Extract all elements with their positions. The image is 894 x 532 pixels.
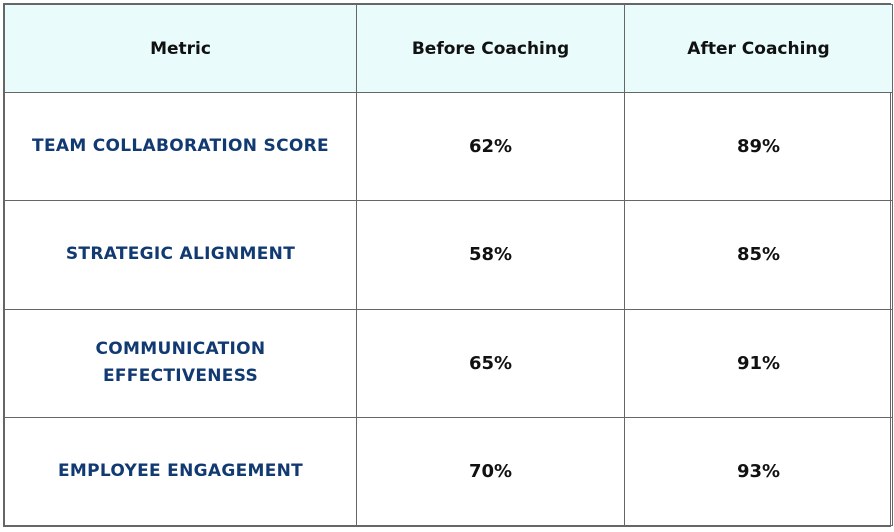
before-value-cell: 65% xyxy=(356,308,625,418)
after-coaching-column-header: After Coaching xyxy=(624,4,893,93)
metric-name-cell: STRATEGIC ALIGNMENT xyxy=(4,200,357,310)
after-value-cell: 93% xyxy=(624,416,893,527)
before-value-cell: 70% xyxy=(356,416,625,527)
before-coaching-column-header: Before Coaching xyxy=(356,4,625,93)
metric-name-cell: TEAM COLLABORATION SCORE xyxy=(4,91,357,202)
before-value-cell: 62% xyxy=(356,91,625,202)
table-body: TEAM COLLABORATION SCORE 62% 89% STRATEG… xyxy=(4,91,893,527)
table-header: Metric Before Coaching After Coaching xyxy=(4,4,893,93)
table-row: STRATEGIC ALIGNMENT 58% 85% xyxy=(4,200,893,310)
table-row: EMPLOYEE ENGAGEMENT 70% 93% xyxy=(4,416,893,527)
coaching-results-table-container: Metric Before Coaching After Coaching TE… xyxy=(3,3,893,527)
metric-name-cell: EMPLOYEE ENGAGEMENT xyxy=(4,416,357,527)
metric-column-header: Metric xyxy=(4,4,357,93)
after-value-cell: 89% xyxy=(624,91,893,202)
table-row: COMMUNICATION EFFECTIVENESS 65% 91% xyxy=(4,308,893,418)
table-row: TEAM COLLABORATION SCORE 62% 89% xyxy=(4,91,893,202)
before-value-cell: 58% xyxy=(356,200,625,310)
after-value-cell: 91% xyxy=(624,308,893,418)
after-value-cell: 85% xyxy=(624,200,893,310)
coaching-results-table: Metric Before Coaching After Coaching TE… xyxy=(4,4,893,527)
metric-name-cell: COMMUNICATION EFFECTIVENESS xyxy=(4,308,357,418)
header-row: Metric Before Coaching After Coaching xyxy=(4,4,893,93)
